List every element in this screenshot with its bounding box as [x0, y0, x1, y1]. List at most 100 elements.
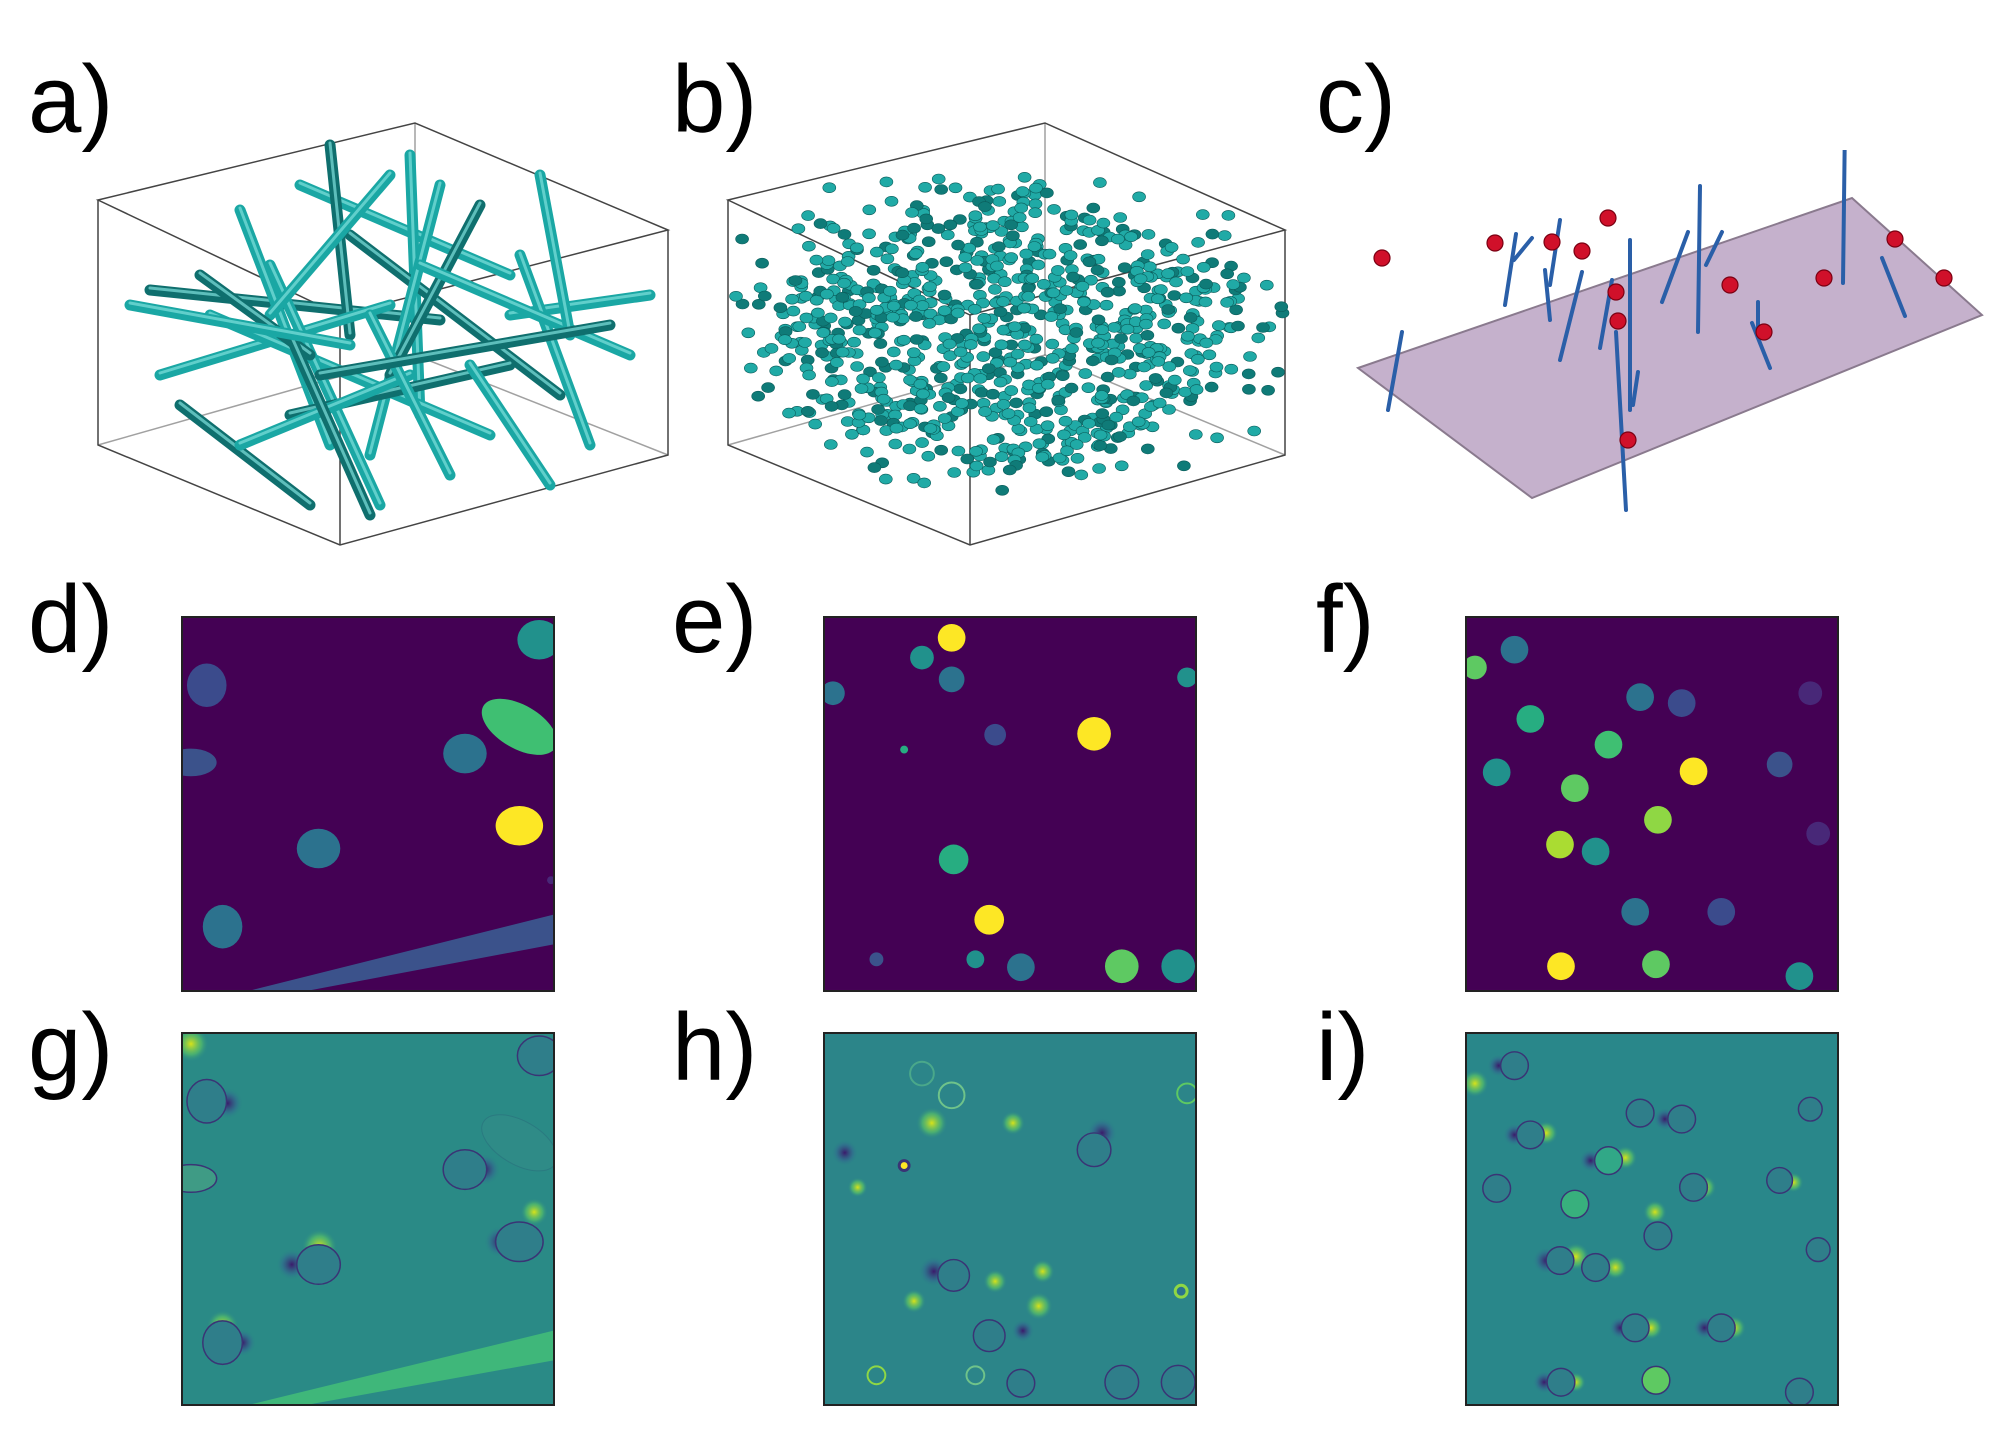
particle	[994, 339, 1009, 351]
particle	[907, 347, 921, 358]
inclusion	[1797, 1096, 1823, 1122]
particle	[808, 418, 822, 430]
marker-dot	[1721, 276, 1739, 294]
particle	[1162, 361, 1177, 372]
particle	[1086, 202, 1101, 214]
particle	[996, 399, 1011, 410]
particle	[1161, 304, 1175, 315]
particle	[939, 256, 954, 267]
particle	[791, 223, 806, 234]
particle	[751, 390, 766, 402]
particle	[1204, 381, 1219, 393]
particle	[873, 338, 888, 349]
particle	[870, 304, 884, 316]
particle	[1004, 219, 1018, 231]
rod	[1548, 218, 1562, 287]
inclusion	[937, 623, 966, 652]
fiber-highlight	[268, 171, 392, 315]
inclusion	[443, 733, 487, 774]
inclusion	[1546, 830, 1574, 859]
panel-label-g: g)	[28, 994, 114, 1101]
particle	[847, 336, 861, 348]
rod	[1880, 256, 1907, 318]
marker-dot	[1599, 209, 1617, 227]
particle	[1023, 416, 1038, 427]
particle	[1198, 296, 1213, 308]
particle	[786, 305, 801, 317]
particle	[1114, 460, 1129, 472]
particle	[960, 372, 975, 384]
panel-label-i: i)	[1316, 994, 1370, 1101]
particle	[1176, 253, 1190, 265]
particle	[1164, 242, 1179, 253]
particle	[1113, 212, 1128, 223]
particle	[1039, 406, 1054, 418]
particle	[1022, 402, 1037, 414]
inclusion	[495, 805, 544, 846]
particle	[1205, 228, 1220, 240]
rod	[1558, 270, 1584, 362]
marker-dot	[1935, 269, 1953, 287]
particle	[799, 312, 814, 324]
fiber-highlight	[128, 301, 352, 345]
particle	[1078, 368, 1093, 379]
particle	[1159, 387, 1174, 399]
particle	[895, 267, 909, 278]
inclusion	[1625, 1098, 1655, 1128]
particle	[741, 327, 756, 339]
fiber	[174, 399, 316, 511]
marker-dot	[1543, 233, 1561, 251]
inclusion	[1104, 949, 1139, 984]
particle	[1247, 425, 1262, 437]
particle	[914, 403, 928, 415]
high-field-lobe	[1643, 1200, 1667, 1224]
particle	[996, 296, 1010, 307]
particle	[937, 289, 952, 301]
particle	[1046, 287, 1061, 299]
particle	[953, 346, 968, 358]
fiber-group	[124, 139, 656, 521]
particle	[1131, 416, 1146, 428]
particle	[1112, 285, 1126, 297]
slice-plane-panel	[1355, 150, 1984, 512]
particle	[1191, 237, 1205, 248]
particle	[1220, 297, 1234, 308]
particle	[986, 220, 1000, 231]
particle	[976, 351, 991, 362]
particle	[909, 334, 924, 345]
particle	[1224, 363, 1239, 375]
field-map-h	[823, 1032, 1197, 1406]
fiber-highlight	[178, 401, 312, 505]
particle	[1251, 332, 1266, 344]
particle	[1122, 368, 1137, 380]
inclusion	[1706, 1313, 1736, 1343]
particle	[798, 337, 812, 348]
particle	[1053, 303, 1068, 314]
particle	[815, 347, 829, 358]
marker-dot	[1815, 269, 1833, 287]
fiber-highlight	[288, 331, 372, 515]
particle	[1142, 261, 1157, 272]
particle	[993, 306, 1008, 318]
particle	[885, 243, 899, 255]
inclusion	[938, 844, 969, 875]
particle-volume-panel	[725, 122, 1290, 546]
particle	[1006, 230, 1020, 241]
particle	[1093, 429, 1108, 441]
particle	[1221, 210, 1236, 221]
particle	[919, 213, 933, 225]
particle	[1117, 262, 1132, 273]
inclusion	[966, 950, 985, 969]
particle	[1237, 272, 1251, 284]
particle	[1082, 214, 1097, 226]
fiber	[344, 229, 566, 401]
particle	[968, 304, 982, 315]
particle	[1003, 356, 1018, 368]
particle	[1028, 207, 1043, 218]
particle	[850, 361, 864, 372]
particle	[1095, 235, 1109, 247]
particle	[1085, 355, 1100, 367]
particle	[1115, 404, 1130, 416]
particle	[1120, 323, 1135, 335]
inclusion	[1667, 1104, 1697, 1134]
